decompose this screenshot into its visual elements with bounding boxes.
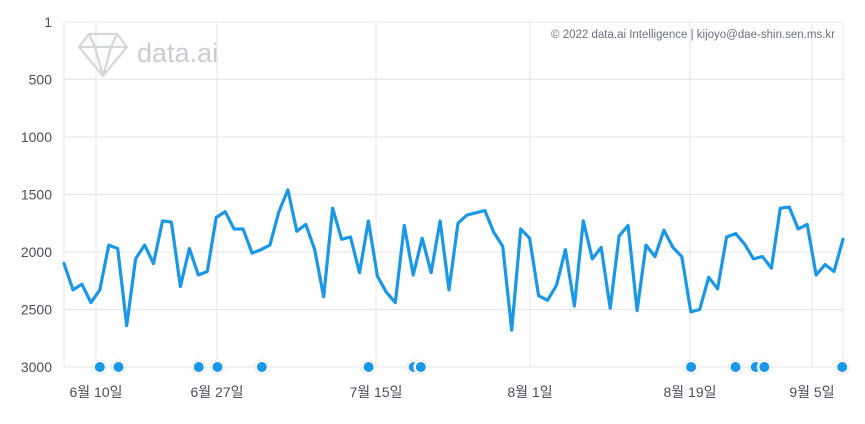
event-marker-dot	[256, 362, 267, 372]
copyright-text: © 2022 data.ai Intelligence | kijoyo@dae…	[551, 29, 835, 41]
event-marker-dot	[730, 362, 741, 372]
watermark: data.ai	[77, 32, 218, 78]
watermark-text: data.ai	[137, 38, 218, 68]
x-tick-label: 6월 27일	[190, 384, 243, 400]
diamond-logo-icon	[77, 32, 129, 78]
event-marker-dot	[837, 362, 848, 372]
y-tick-label: 1	[44, 14, 52, 30]
event-marker-dot	[686, 362, 697, 372]
event-marker-dot	[415, 362, 426, 372]
y-tick-label: 2000	[21, 244, 52, 260]
event-marker-dot	[113, 362, 124, 372]
event-marker-dot	[193, 362, 204, 372]
event-marker-dot	[759, 362, 770, 372]
x-tick-label: 8월 1일	[507, 384, 552, 400]
x-axis-labels: 6월 10일 6월 27일 7월 15일 8월 1일 8월 19일 9월 5일	[69, 384, 834, 400]
x-tick-label: 9월 5일	[789, 384, 834, 400]
series-line	[62, 188, 845, 332]
series-layer	[62, 188, 845, 332]
y-tick-label: 1500	[21, 186, 52, 202]
event-marker-dot	[212, 362, 223, 372]
grid-layer	[63, 21, 844, 368]
event-marker-dot	[94, 362, 105, 372]
x-tick-label: 8월 19일	[663, 384, 716, 400]
y-tick-label: 500	[29, 71, 53, 87]
y-tick-label: 2500	[21, 301, 52, 317]
event-markers	[92, 359, 850, 375]
y-tick-label: 3000	[21, 359, 52, 375]
x-tick-label: 6월 10일	[69, 384, 122, 400]
x-tick-label: 7월 15일	[349, 384, 402, 400]
y-tick-label: 1000	[21, 129, 52, 145]
event-marker-dot	[363, 362, 374, 372]
